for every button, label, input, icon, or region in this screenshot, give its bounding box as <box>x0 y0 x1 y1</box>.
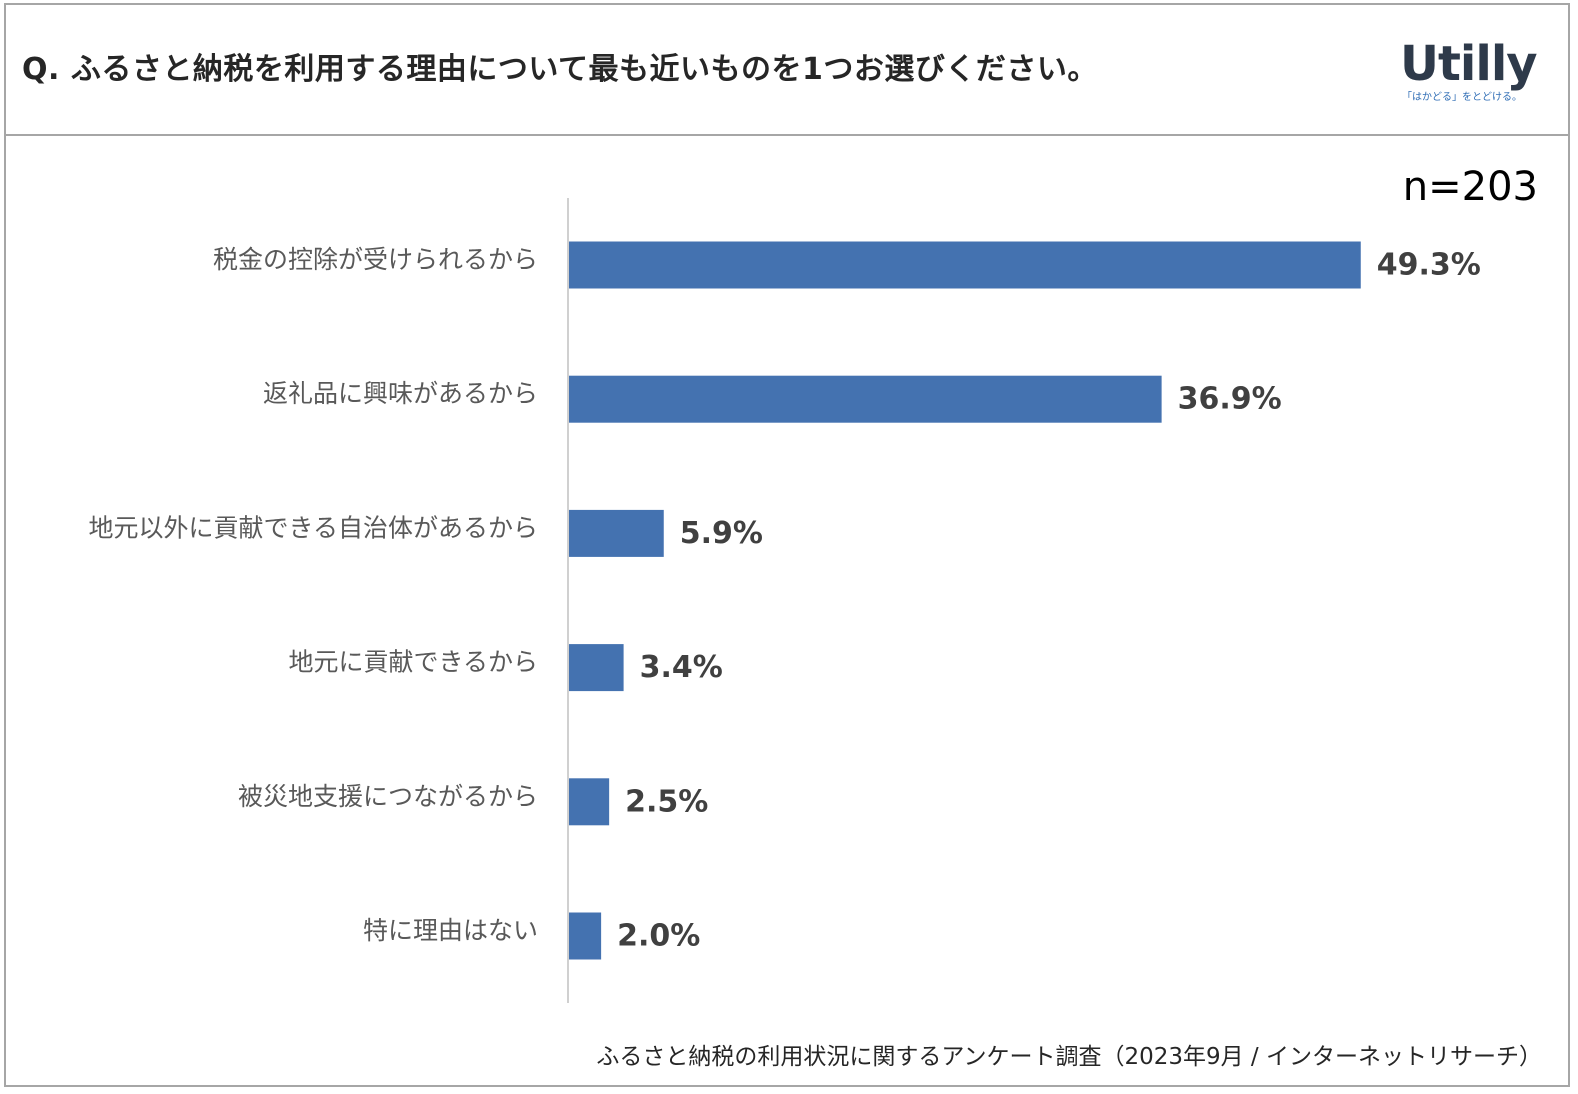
category-label: 被災地支援につながるから <box>238 782 538 811</box>
utilly-logo: Utilly 「はかどる」をとどける。 <box>1400 36 1538 104</box>
bar <box>569 375 1162 423</box>
header-divider <box>4 134 1570 136</box>
category-label: 返礼品に興味があるから <box>263 379 538 408</box>
chart-frame <box>4 3 1570 1087</box>
sample-size: n=203 <box>1402 164 1538 210</box>
data-label: 36.9% <box>1178 382 1282 417</box>
bar <box>569 644 624 692</box>
question-title: Q. ふるさと納税を利用する理由について最も近いものを1つお選びください。 <box>22 52 1098 87</box>
data-label: 5.9% <box>680 516 763 551</box>
category-label: 税金の控除が受けられるから <box>213 245 538 274</box>
bar <box>569 912 602 960</box>
logo-wordmark: Utilly <box>1400 36 1538 92</box>
logo-tagline: 「はかどる」をとどける。 <box>1402 92 1522 103</box>
bar <box>569 509 664 557</box>
category-label: 特に理由はない <box>363 916 538 945</box>
bar <box>569 241 1361 289</box>
data-label: 3.4% <box>640 650 723 685</box>
data-label: 49.3% <box>1377 248 1481 283</box>
data-label: 2.0% <box>617 919 700 954</box>
survey-source: ふるさと納税の利用状況に関するアンケート調査（2023年9月 / インターネット… <box>596 1044 1542 1070</box>
category-label: 地元に貢献できるから <box>288 648 538 677</box>
bar <box>569 778 610 826</box>
data-label: 2.5% <box>625 784 708 819</box>
category-label: 地元以外に貢献できる自治体があるから <box>88 513 538 542</box>
